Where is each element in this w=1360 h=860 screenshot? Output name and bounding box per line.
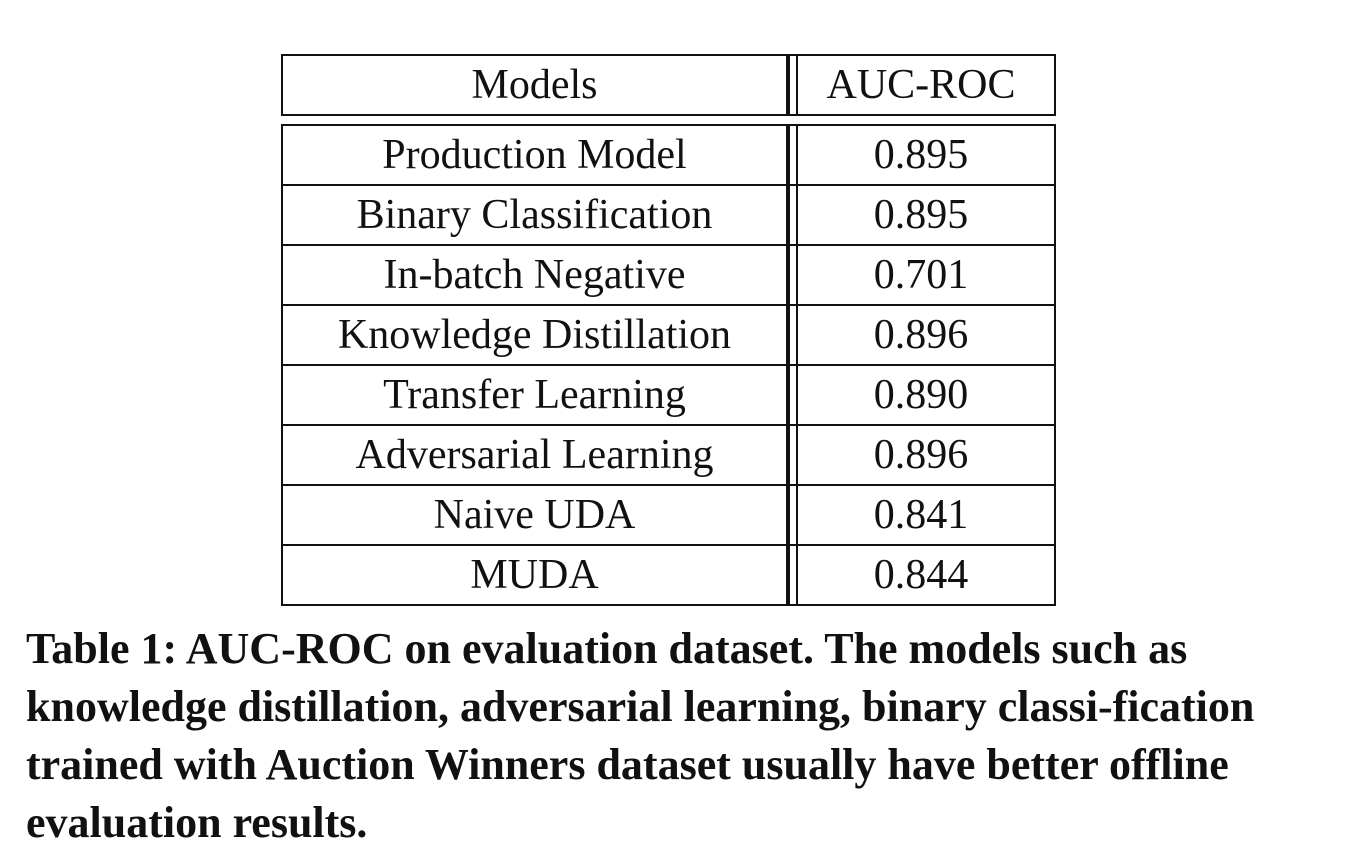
table-row: In-batch Negative 0.701 [281, 244, 1056, 307]
auc-value-cell: 0.896 [786, 424, 1056, 487]
results-table: Models AUC-ROC Production Model 0.895 Bi… [281, 54, 1056, 607]
auc-value-cell: 0.896 [786, 304, 1056, 367]
table-row: Binary Classification 0.895 [281, 184, 1056, 247]
model-name-cell: In-batch Negative [281, 244, 788, 306]
model-name-cell: Production Model [281, 124, 788, 186]
table-row: Transfer Learning 0.890 [281, 364, 1056, 427]
model-name-cell: Adversarial Learning [281, 424, 788, 486]
auc-value-cell: 0.895 [786, 124, 1056, 187]
table-row: Knowledge Distillation 0.896 [281, 304, 1056, 367]
header-separator [282, 114, 1055, 126]
model-name-cell: Binary Classification [281, 184, 788, 246]
table-caption: Table 1: AUC-ROC on evaluation dataset. … [26, 624, 1255, 847]
table-row: MUDA 0.844 [281, 544, 1056, 607]
auc-value-cell: 0.841 [786, 484, 1056, 547]
table-row: Adversarial Learning 0.896 [281, 424, 1056, 487]
auc-value-cell: 0.895 [786, 184, 1056, 247]
header-models: Models [281, 54, 788, 116]
auc-value-cell: 0.844 [786, 544, 1056, 607]
table-row: Naive UDA 0.841 [281, 484, 1056, 547]
table-row: Production Model 0.895 [281, 124, 1056, 187]
model-name-cell: Naive UDA [281, 484, 788, 546]
auc-value-cell: 0.701 [786, 244, 1056, 307]
auc-value-cell: 0.890 [786, 364, 1056, 427]
model-name-cell: Transfer Learning [281, 364, 788, 426]
model-name-cell: Knowledge Distillation [281, 304, 788, 366]
model-name-cell: MUDA [281, 544, 788, 606]
header-auc-roc: AUC-ROC [786, 54, 1056, 117]
results-table-container: Models AUC-ROC Production Model 0.895 Bi… [281, 54, 1056, 607]
table-header-row: Models AUC-ROC [281, 54, 1056, 117]
